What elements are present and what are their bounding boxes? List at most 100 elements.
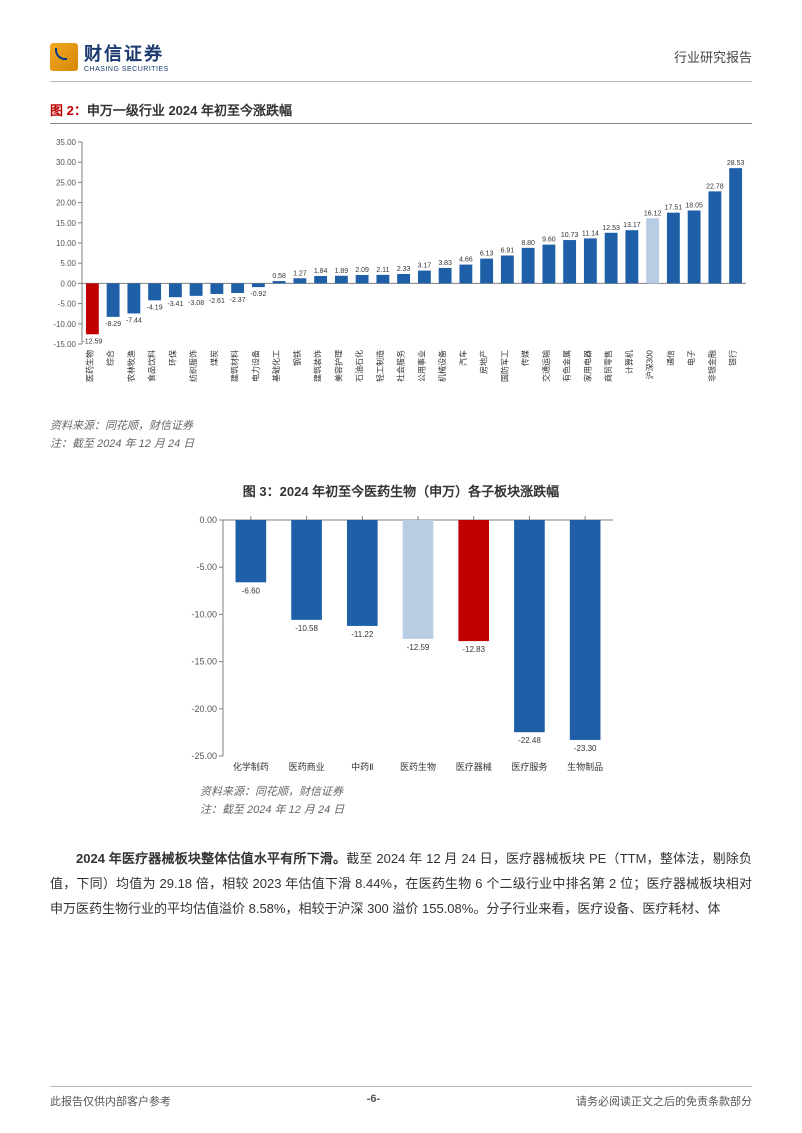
svg-text:传媒: 传媒 [520,350,530,366]
svg-text:基础化工: 基础化工 [271,350,281,382]
chart1-bar [356,275,369,283]
chart1-bar [127,283,140,313]
svg-text:有色金属: 有色金属 [562,350,572,382]
svg-text:17.51: 17.51 [665,205,683,212]
chart2-source: 资料来源：同花顺，财信证券 注：截至 2024 年 12 月 24 日 [200,784,752,819]
body-paragraph: 2024 年医疗器械板块整体估值水平有所下滑。截至 2024 年 12 月 24… [50,847,752,921]
svg-text:-5.00: -5.00 [196,562,217,572]
svg-text:11.14: 11.14 [582,230,599,237]
svg-text:公用事业: 公用事业 [416,350,426,382]
chart1-title-rest: 申万一级行业 2024 年初至今涨跌幅 [87,103,292,118]
svg-text:10.73: 10.73 [561,232,579,239]
svg-text:石油石化: 石油石化 [354,350,364,382]
svg-text:-10.00: -10.00 [53,320,76,329]
chart1-bar [107,283,120,316]
svg-text:汽车: 汽车 [458,350,468,366]
chart1-bar [210,283,223,294]
svg-text:3.83: 3.83 [438,260,452,267]
logo-block: 财信证券 CHASING SECURITIES [50,40,169,73]
chart1-title: 图 2：申万一级行业 2024 年初至今涨跌幅 [50,100,752,124]
logo-icon [50,43,78,71]
svg-text:20.00: 20.00 [56,199,77,208]
svg-text:30.00: 30.00 [56,158,77,167]
footer-right: 请务必阅读正文之后的免责条款部分 [576,1093,752,1109]
chart2-source-line1: 资料来源：同花顺，财信证券 [200,784,752,802]
svg-text:化学制药: 化学制药 [233,761,269,772]
chart2-title-prefix: 图 3： [243,484,280,499]
svg-text:-20.00: -20.00 [191,704,217,714]
svg-text:22.78: 22.78 [706,183,724,190]
footer-page-number: -6- [367,1093,380,1109]
chart1-bar [729,168,742,283]
chart1-bar [708,191,721,283]
svg-text:-12.83: -12.83 [462,645,485,654]
svg-text:35.00: 35.00 [56,138,77,147]
svg-text:医药生物: 医药生物 [400,761,436,772]
brand-name-cn: 财信证券 [84,40,169,66]
svg-text:-25.00: -25.00 [191,751,217,761]
svg-text:电子: 电子 [686,350,696,366]
chart1-bar [584,238,597,283]
svg-text:-22.48: -22.48 [518,736,541,745]
svg-text:-12.59: -12.59 [407,643,430,652]
svg-text:通信: 通信 [665,350,675,366]
chart1-bar [439,268,452,283]
svg-text:农林牧渔: 农林牧渔 [126,350,136,382]
svg-text:-7.44: -7.44 [126,317,142,324]
chart2-section: 图 3：2024 年初至今医药生物（申万）各子板块涨跌幅 -25.00 -20.0… [50,481,752,819]
chart2-bar [236,520,267,582]
svg-text:1.89: 1.89 [335,268,349,275]
svg-text:-3.08: -3.08 [188,300,204,307]
chart1-bar [376,275,389,284]
svg-text:-10.00: -10.00 [191,610,217,620]
svg-text:2.33: 2.33 [397,266,411,273]
page-header: 财信证券 CHASING SECURITIES 行业研究报告 [50,40,752,82]
chart1-canvas: -15.00-10.00-5.000.005.0010.0015.0020.00… [50,132,750,412]
svg-text:美容护理: 美容护理 [333,350,343,382]
chart1-bar [667,213,680,284]
svg-text:-6.60: -6.60 [242,586,261,595]
footer-left: 此报告仅供内部客户参考 [50,1093,171,1109]
svg-text:建筑装饰: 建筑装饰 [313,350,323,382]
chart2-bar [458,520,489,641]
svg-text:家用电器: 家用电器 [582,350,592,382]
svg-text:-5.00: -5.00 [58,300,77,309]
chart1-bar [563,240,576,283]
svg-text:1.84: 1.84 [314,268,328,275]
chart1-bar [605,233,618,284]
svg-text:0.58: 0.58 [272,273,286,280]
svg-text:计算机: 计算机 [624,350,634,374]
svg-text:5.00: 5.00 [60,259,76,268]
chart2-source-line2: 注：截至 2024 年 12 月 24 日 [200,802,752,820]
svg-text:煤炭: 煤炭 [209,350,219,366]
svg-text:社会服务: 社会服务 [396,350,406,382]
svg-text:-0.92: -0.92 [250,291,266,298]
chart1-bar [522,248,535,284]
chart1-title-prefix: 图 2： [50,103,87,118]
svg-text:28.53: 28.53 [727,160,745,167]
svg-text:25.00: 25.00 [56,178,77,187]
svg-text:2.11: 2.11 [376,267,389,274]
chart2-bar [291,520,322,620]
svg-text:房地产: 房地产 [479,350,489,374]
chart2-title: 图 3：2024 年初至今医药生物（申万）各子板块涨跌幅 [50,481,752,500]
svg-text:食品饮料: 食品饮料 [147,350,157,382]
svg-text:-2.37: -2.37 [230,297,246,304]
chart1-bar [397,274,410,283]
chart1-bar [293,278,306,283]
chart2-title-rest: 2024 年初至今医药生物（申万）各子板块涨跌幅 [280,484,560,499]
svg-text:-3.41: -3.41 [167,301,183,308]
svg-text:-12.59: -12.59 [82,338,102,345]
svg-text:0.00: 0.00 [199,515,217,525]
chart1-bar [646,218,659,283]
svg-text:-10.58: -10.58 [295,624,318,633]
chart2-bar [347,520,378,626]
svg-text:0.00: 0.00 [60,279,76,288]
svg-text:纺织服饰: 纺织服饰 [188,350,198,382]
svg-text:12.53: 12.53 [602,225,620,232]
chart2-bar [514,520,545,732]
svg-text:-2.61: -2.61 [209,298,225,305]
svg-text:环保: 环保 [167,350,177,366]
svg-text:综合: 综合 [105,350,115,366]
svg-text:10.00: 10.00 [56,239,77,248]
